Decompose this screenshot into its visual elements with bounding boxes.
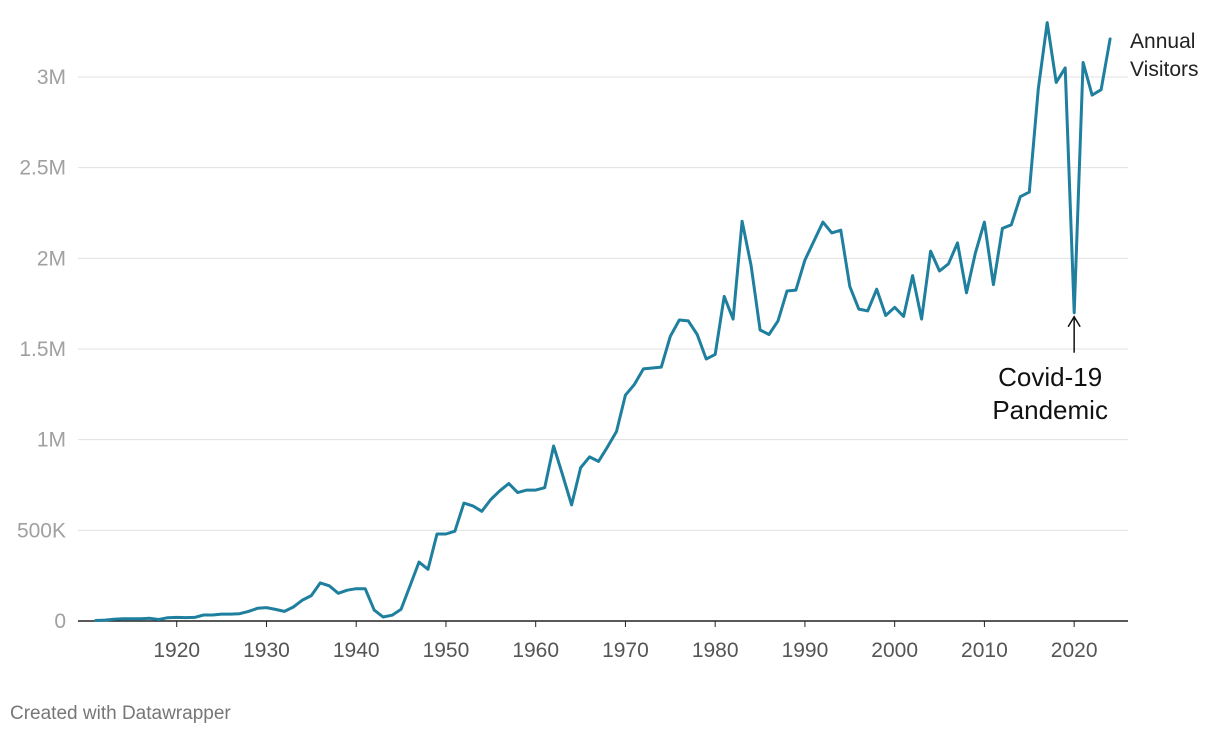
y-tick-label: 1.5M xyxy=(19,338,66,361)
x-tick-label: 1960 xyxy=(512,639,559,662)
x-tick-label: 1970 xyxy=(602,639,649,662)
gridlines xyxy=(78,76,1128,531)
x-tick-label: 2020 xyxy=(1051,639,1098,662)
series-layer: Annual Visitors xyxy=(94,21,1199,622)
y-tick-label: 1M xyxy=(37,429,66,452)
x-tick-label: 1950 xyxy=(423,639,470,662)
series-label: Annual xyxy=(1130,30,1195,53)
series-label: Visitors xyxy=(1130,58,1198,81)
x-axis: 1920 1930 1940 1950 1960 1970 1980 1990 2000 2010… xyxy=(78,620,1128,662)
y-tick-label: 0 xyxy=(54,610,66,633)
x-tick-label: 2000 xyxy=(871,639,918,662)
annotation-arrow-head xyxy=(1067,315,1081,328)
annotation-label: Pandemic xyxy=(992,395,1108,425)
annotation-label: Covid-19 xyxy=(998,362,1102,392)
x-tick-label: 1930 xyxy=(243,639,290,662)
x-tick-label: 2010 xyxy=(961,639,1008,662)
y-tick-label: 2M xyxy=(37,247,66,270)
x-tick-label: 1980 xyxy=(692,639,739,662)
x-tick-label: 1990 xyxy=(782,639,829,662)
y-tick-label: 2.5M xyxy=(19,157,66,180)
series-line xyxy=(94,21,1112,622)
footer-credit: Created with Datawrapper xyxy=(10,703,231,724)
y-tick-label: 500K xyxy=(17,519,66,542)
x-tick-label: 1940 xyxy=(333,639,380,662)
y-axis-labels: 0 500K 1M 1.5M 2M 2.5M 3M xyxy=(17,66,66,633)
y-tick-label: 3M xyxy=(37,66,66,89)
x-tick-label: 1920 xyxy=(153,639,200,662)
